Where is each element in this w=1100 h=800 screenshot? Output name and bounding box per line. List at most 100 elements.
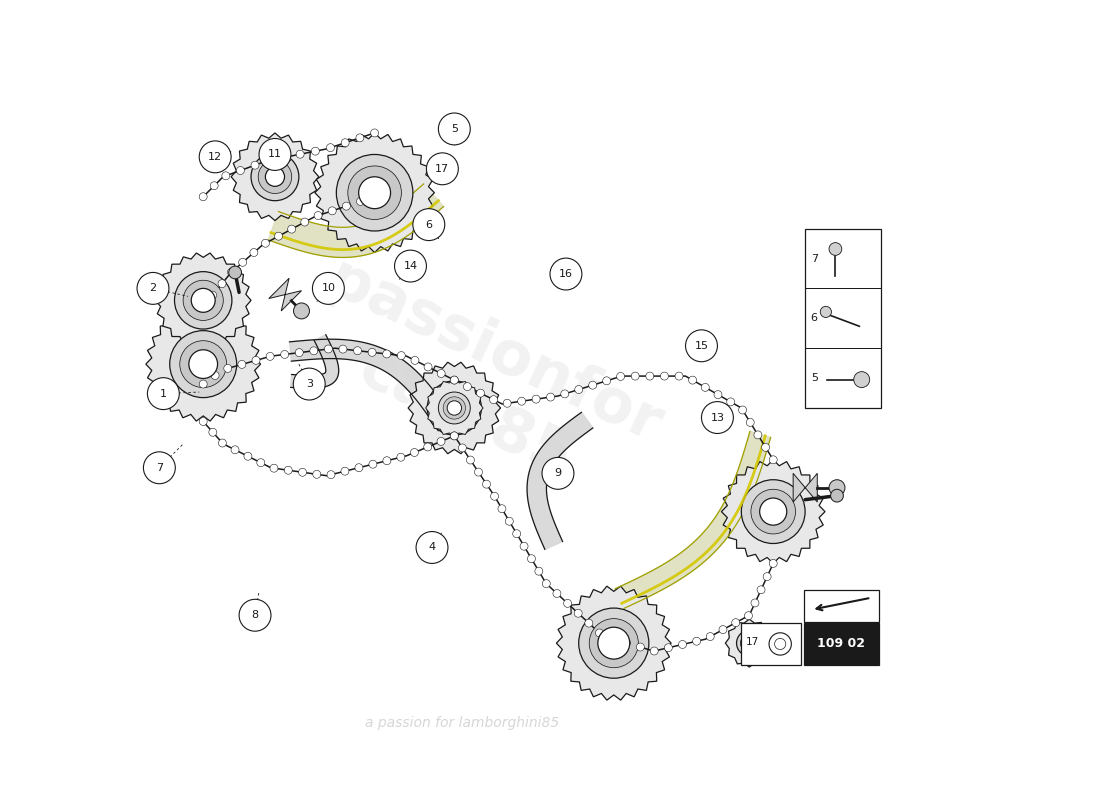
Circle shape xyxy=(574,610,582,618)
Circle shape xyxy=(769,456,778,464)
Circle shape xyxy=(239,258,246,266)
Circle shape xyxy=(328,207,337,215)
Text: passionfor
cars85: passionfor cars85 xyxy=(288,250,671,518)
Circle shape xyxy=(664,644,672,652)
Circle shape xyxy=(854,372,870,387)
Circle shape xyxy=(505,518,514,526)
Circle shape xyxy=(324,345,332,353)
Circle shape xyxy=(339,345,346,353)
Circle shape xyxy=(250,249,257,257)
Circle shape xyxy=(356,134,364,142)
Circle shape xyxy=(311,147,319,155)
Polygon shape xyxy=(146,307,261,421)
Circle shape xyxy=(637,643,645,651)
Text: 9: 9 xyxy=(554,468,561,478)
Polygon shape xyxy=(231,133,319,221)
Circle shape xyxy=(737,630,762,656)
Circle shape xyxy=(211,371,219,379)
Circle shape xyxy=(741,480,805,543)
Polygon shape xyxy=(268,278,301,311)
Circle shape xyxy=(689,376,696,384)
Circle shape xyxy=(597,627,629,659)
Circle shape xyxy=(829,242,842,255)
Circle shape xyxy=(411,356,419,364)
Circle shape xyxy=(448,401,462,415)
Circle shape xyxy=(483,480,491,488)
Polygon shape xyxy=(615,431,771,608)
Circle shape xyxy=(427,381,482,435)
Circle shape xyxy=(821,306,832,318)
Circle shape xyxy=(395,250,427,282)
Polygon shape xyxy=(793,474,817,502)
Circle shape xyxy=(757,586,764,594)
Circle shape xyxy=(312,470,321,478)
Circle shape xyxy=(397,351,405,359)
Text: 12: 12 xyxy=(208,152,222,162)
Circle shape xyxy=(588,381,596,389)
Circle shape xyxy=(702,402,734,434)
Circle shape xyxy=(138,273,169,304)
Text: 3: 3 xyxy=(306,379,312,389)
Circle shape xyxy=(751,599,759,607)
Circle shape xyxy=(341,467,349,475)
Circle shape xyxy=(463,382,472,390)
Circle shape xyxy=(295,349,304,357)
Circle shape xyxy=(450,432,459,440)
Circle shape xyxy=(209,291,217,299)
Polygon shape xyxy=(426,379,483,437)
FancyBboxPatch shape xyxy=(803,623,879,665)
Circle shape xyxy=(443,397,465,419)
Circle shape xyxy=(310,347,318,354)
Circle shape xyxy=(617,373,625,381)
Circle shape xyxy=(315,211,322,219)
Text: 6: 6 xyxy=(811,314,817,323)
Circle shape xyxy=(356,198,364,206)
Circle shape xyxy=(685,330,717,362)
Circle shape xyxy=(450,376,459,384)
Circle shape xyxy=(532,395,540,403)
Circle shape xyxy=(189,350,218,378)
Circle shape xyxy=(595,629,604,637)
Circle shape xyxy=(337,154,412,231)
Circle shape xyxy=(425,363,432,371)
Circle shape xyxy=(218,280,226,288)
Text: 4: 4 xyxy=(428,542,436,553)
Circle shape xyxy=(466,456,474,464)
Circle shape xyxy=(371,129,378,137)
Circle shape xyxy=(183,280,223,321)
Circle shape xyxy=(238,361,246,368)
Circle shape xyxy=(359,177,390,209)
Circle shape xyxy=(256,458,265,466)
Text: 5: 5 xyxy=(451,124,458,134)
Circle shape xyxy=(830,490,844,502)
Polygon shape xyxy=(722,460,825,563)
Circle shape xyxy=(738,406,747,414)
Circle shape xyxy=(368,460,377,468)
Circle shape xyxy=(574,386,583,394)
Circle shape xyxy=(228,268,235,276)
Circle shape xyxy=(528,554,536,562)
Circle shape xyxy=(275,232,283,240)
Circle shape xyxy=(439,113,471,145)
Polygon shape xyxy=(725,619,773,667)
Circle shape xyxy=(410,449,418,457)
Circle shape xyxy=(660,372,669,380)
Circle shape xyxy=(491,492,498,500)
Circle shape xyxy=(251,153,299,201)
Circle shape xyxy=(239,599,271,631)
Circle shape xyxy=(270,464,278,472)
Circle shape xyxy=(706,633,714,641)
Circle shape xyxy=(542,580,550,588)
Circle shape xyxy=(693,638,701,645)
Polygon shape xyxy=(408,362,501,454)
Circle shape xyxy=(769,633,791,655)
Circle shape xyxy=(437,370,446,378)
Polygon shape xyxy=(289,339,454,430)
Circle shape xyxy=(262,239,270,247)
Circle shape xyxy=(169,330,236,398)
Circle shape xyxy=(199,141,231,173)
Circle shape xyxy=(518,398,526,405)
Circle shape xyxy=(294,303,309,319)
Circle shape xyxy=(280,350,288,358)
Circle shape xyxy=(236,166,244,174)
